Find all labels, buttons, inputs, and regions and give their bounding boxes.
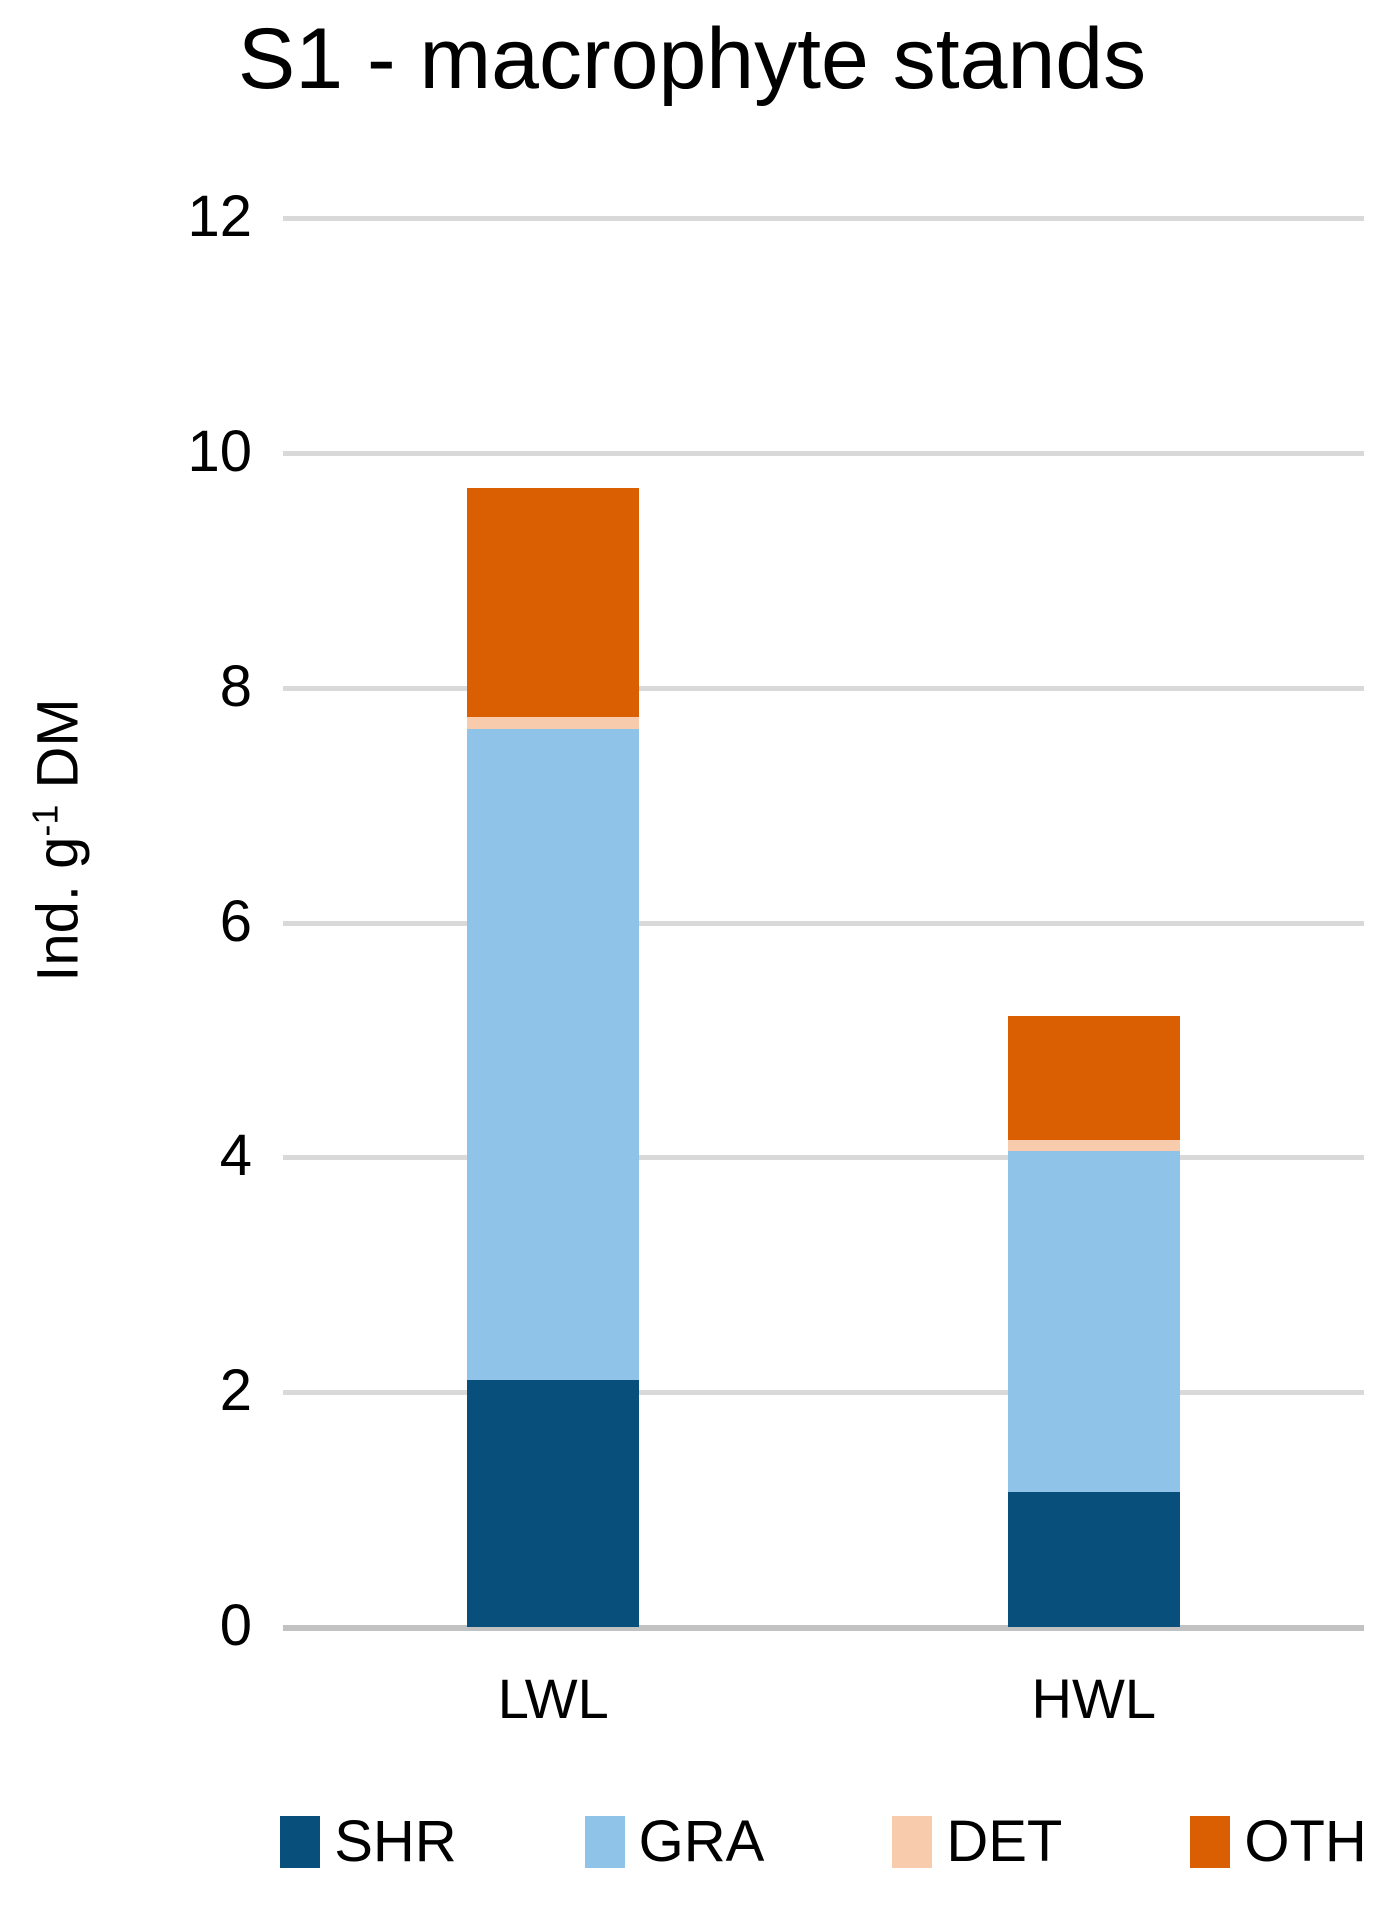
x-axis-baseline [283, 1625, 1364, 1631]
bar-segment-lwl-det [467, 717, 640, 729]
legend-item-det: DET [892, 1808, 1062, 1875]
legend-swatch-gra [584, 1815, 625, 1868]
legend-label: DET [946, 1809, 1063, 1874]
legend-label: OTH [1244, 1809, 1367, 1874]
legend-item-gra: GRA [584, 1808, 765, 1875]
bar-segment-lwl-oth [467, 488, 640, 717]
y-tick-label: 0 [219, 1593, 252, 1659]
y-tick-label: 8 [219, 653, 252, 719]
legend-swatch-det [892, 1815, 933, 1868]
bar-segment-hwl-shr [1007, 1491, 1180, 1627]
gridline [283, 920, 1364, 926]
x-category-label-hwl: HWL [1031, 1667, 1156, 1730]
gridline [283, 685, 1364, 691]
legend-item-shr: SHR [280, 1808, 457, 1875]
gridline [283, 216, 1364, 221]
bar-segment-hwl-gra [1007, 1151, 1180, 1492]
gridline [283, 450, 1364, 456]
bar-segment-lwl-shr [467, 1380, 640, 1627]
legend-swatch-oth [1190, 1815, 1231, 1868]
chart-title: S1 - macrophyte stands [237, 11, 1147, 107]
legend: SHR GRA DET OTH [280, 1808, 1367, 1875]
gridline [283, 1155, 1364, 1161]
y-axis-title: Ind. g-1 DM [24, 698, 91, 981]
y-tick-label: 10 [187, 418, 252, 484]
y-tick-label: 2 [219, 1358, 252, 1424]
x-category-label-lwl: LWL [497, 1667, 609, 1730]
y-tick-label: 6 [219, 888, 252, 954]
bar-segment-hwl-det [1007, 1139, 1180, 1152]
legend-item-oth: OTH [1190, 1808, 1367, 1875]
bar-segment-hwl-oth [1007, 1016, 1180, 1140]
y-axis-title-superscript: -1 [24, 804, 66, 837]
legend-swatch-shr [280, 1815, 321, 1868]
y-axis-title-unit: DM [25, 698, 91, 805]
y-axis-title-text: Ind. g [25, 836, 91, 982]
y-tick-label: 12 [187, 184, 252, 250]
y-tick-label: 4 [219, 1123, 252, 1189]
legend-label: GRA [638, 1809, 765, 1874]
legend-label: SHR [334, 1809, 457, 1874]
gridline [283, 1390, 1364, 1396]
bar-segment-lwl-gra [467, 728, 640, 1381]
